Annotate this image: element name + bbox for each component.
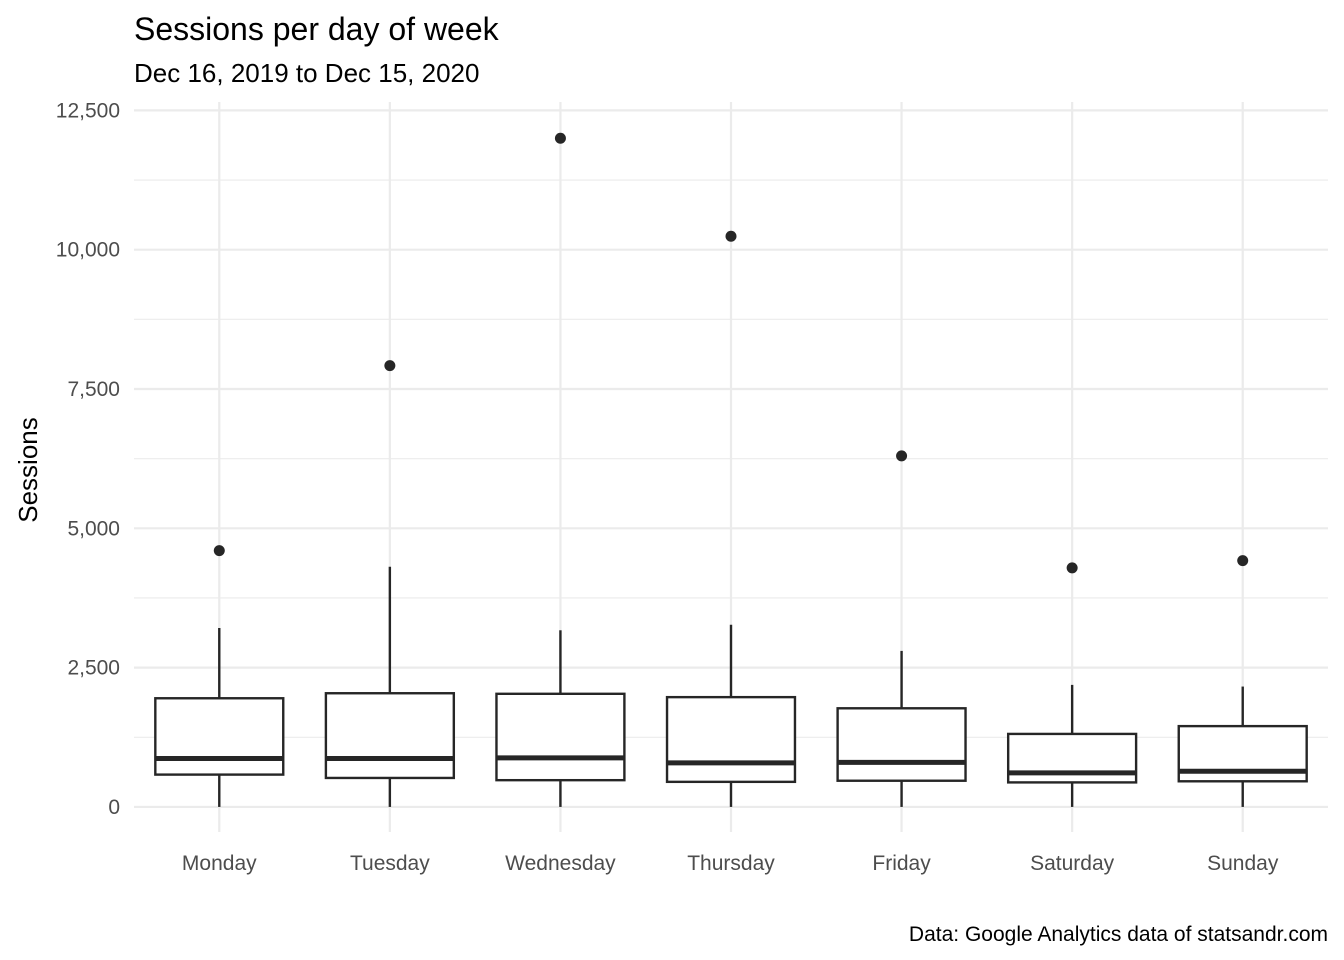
y-axis-ticks: 0 2,500 5,000 7,500 10,000 12,500 [56, 99, 120, 819]
box-iqr [324, 692, 456, 780]
box-monday [154, 545, 285, 807]
outlier-point [1237, 555, 1249, 567]
x-tick-label: Friday [872, 852, 931, 875]
y-tick-label: 2,500 [67, 657, 120, 680]
outlier-point [384, 360, 396, 372]
outlier-point [554, 132, 566, 144]
box-tuesday [324, 360, 456, 807]
x-axis-ticks: Monday Tuesday Wednesday Thursday Friday Satu… [182, 852, 1279, 875]
y-tick-label: 10,000 [56, 239, 120, 262]
y-tick-label: 0 [108, 796, 120, 819]
y-axis-label: Sessions [13, 417, 43, 523]
chart-title: Sessions per day of week [134, 11, 500, 47]
box-iqr [665, 695, 797, 784]
box-iqr [836, 707, 967, 782]
x-tick-label: Saturday [1030, 852, 1115, 875]
x-tick-label: Wednesday [505, 852, 616, 875]
boxes [154, 132, 1308, 807]
x-tick-label: Tuesday [350, 852, 430, 875]
box-saturday [1006, 562, 1138, 807]
box-thursday [665, 230, 797, 807]
y-tick-label: 5,000 [67, 517, 120, 540]
chart-caption: Data: Google Analytics data of statsandr… [909, 923, 1328, 946]
chart-subtitle: Dec 16, 2019 to Dec 15, 2020 [134, 58, 479, 88]
outlier-point [1066, 562, 1078, 574]
outlier-point [213, 545, 225, 557]
x-tick-label: Monday [182, 852, 257, 875]
x-tick-label: Thursday [687, 852, 775, 875]
box-sunday [1177, 555, 1308, 807]
x-tick-label: Sunday [1207, 852, 1279, 875]
y-tick-label: 7,500 [67, 378, 120, 401]
y-tick-label: 12,500 [56, 99, 120, 122]
box-iqr [154, 697, 285, 776]
box-iqr [495, 692, 626, 782]
box-friday [836, 450, 967, 807]
outlier-point [896, 450, 908, 462]
box-wednesday [495, 132, 626, 807]
outlier-point [725, 230, 737, 242]
